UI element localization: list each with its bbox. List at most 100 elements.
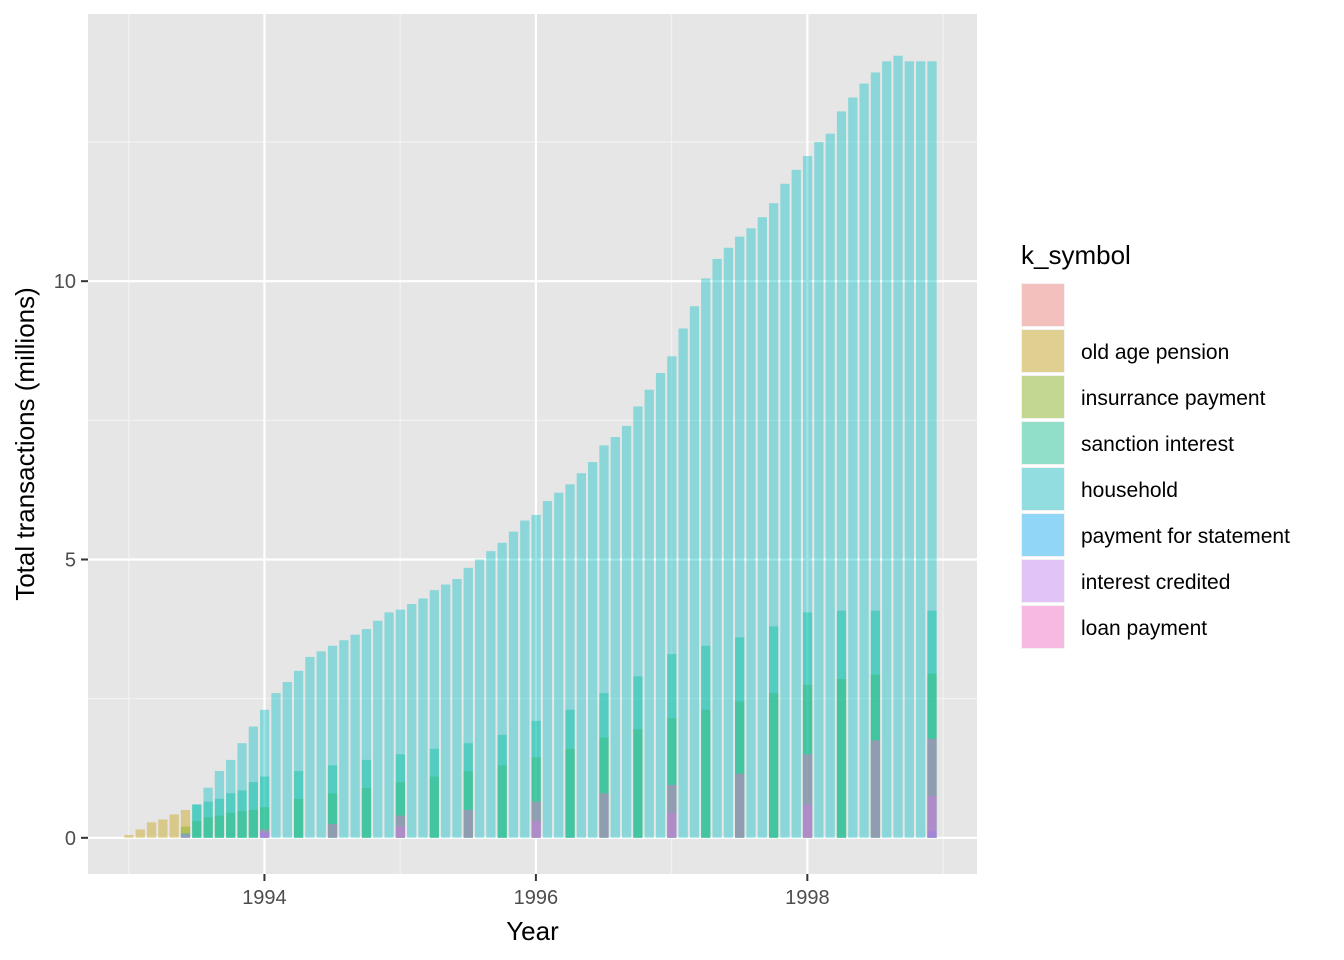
bar <box>293 798 304 838</box>
legend-key-background <box>1021 421 1065 465</box>
bar <box>203 817 213 838</box>
bar <box>735 701 745 838</box>
bar <box>893 55 903 838</box>
bar <box>599 693 609 838</box>
bar <box>361 787 372 838</box>
bar <box>395 826 406 838</box>
minor-gridlines <box>88 14 977 874</box>
y-axis: 0 5 10 <box>54 271 88 850</box>
bars-layer <box>124 55 937 838</box>
legend-key-background <box>1021 375 1065 419</box>
bar <box>927 831 937 838</box>
bar <box>327 645 338 838</box>
legend-item: sanction interest <box>1021 421 1234 465</box>
bar <box>214 815 225 838</box>
bar <box>927 673 937 838</box>
bar <box>158 819 168 838</box>
bar <box>542 501 553 838</box>
legend-swatch <box>1022 468 1064 510</box>
bar <box>644 389 654 838</box>
legend-title: k_symbol <box>1021 240 1131 270</box>
legend-swatch <box>1022 606 1064 648</box>
bar <box>802 612 813 838</box>
legend-label: household <box>1081 479 1178 502</box>
legend-item <box>1021 283 1065 327</box>
bar <box>260 829 270 838</box>
bar <box>836 111 847 838</box>
bar <box>927 738 937 838</box>
bar <box>655 373 666 838</box>
bar <box>712 258 722 838</box>
bar <box>757 217 767 838</box>
bar <box>802 684 813 838</box>
bar <box>350 634 360 838</box>
bar <box>769 693 779 838</box>
plot-panel <box>88 14 977 874</box>
x-axis: 1994 1996 1998 <box>242 874 830 909</box>
bar <box>237 811 247 838</box>
bar <box>463 771 473 838</box>
bar <box>237 790 247 838</box>
bar <box>463 809 473 838</box>
bar <box>780 183 790 838</box>
bar <box>927 61 937 838</box>
bar <box>237 743 247 838</box>
bar <box>463 567 473 838</box>
legend-key-background <box>1021 605 1065 649</box>
bar <box>667 718 677 838</box>
legend-swatch <box>1022 422 1064 464</box>
bar <box>870 740 881 838</box>
y-tick-label: 0 <box>65 828 76 850</box>
series-insurrance-payment <box>180 673 937 838</box>
bar <box>576 473 586 838</box>
bar <box>260 709 270 838</box>
bar <box>870 610 881 838</box>
bar <box>361 759 372 838</box>
legend-label: payment for statement <box>1081 525 1290 548</box>
bar <box>599 793 609 838</box>
bar <box>124 835 134 838</box>
bar <box>486 551 496 838</box>
bar <box>260 832 270 838</box>
bar <box>599 445 609 838</box>
bar <box>248 809 258 838</box>
bar <box>701 645 711 838</box>
bar <box>429 748 439 838</box>
bar <box>531 821 541 838</box>
bar <box>531 720 541 838</box>
bar <box>180 834 191 838</box>
bar <box>565 709 575 838</box>
series-interest-credited <box>180 796 937 838</box>
y-axis-title: Total transactions (millions) <box>10 287 40 601</box>
bar <box>667 356 677 838</box>
bar <box>836 610 847 838</box>
bar <box>192 804 202 838</box>
bar <box>497 765 507 838</box>
bar <box>927 610 937 838</box>
major-gridlines <box>88 14 977 874</box>
bar <box>701 278 711 838</box>
bar <box>531 801 541 838</box>
legend-swatch <box>1022 514 1064 556</box>
legend-label: insurrance payment <box>1081 387 1266 410</box>
x-tick-label: 1994 <box>242 887 287 909</box>
bar <box>836 679 847 838</box>
legend-item: insurrance payment <box>1021 375 1266 419</box>
bar <box>735 773 745 838</box>
bar <box>904 61 915 838</box>
x-tick-label: 1998 <box>785 887 830 909</box>
bar <box>203 801 213 838</box>
bar <box>248 782 258 838</box>
x-tick-label: 1996 <box>514 887 559 909</box>
x-axis-title: Year <box>506 916 559 946</box>
legend-swatch <box>1022 284 1064 326</box>
bar <box>327 765 338 838</box>
bar <box>735 637 745 838</box>
bar <box>520 520 530 838</box>
bar <box>678 328 688 838</box>
legend-item: payment for statement <box>1021 513 1290 557</box>
bar <box>735 236 745 838</box>
bar <box>802 754 813 838</box>
series-payment-for-statement <box>180 831 937 838</box>
bar <box>531 514 541 838</box>
